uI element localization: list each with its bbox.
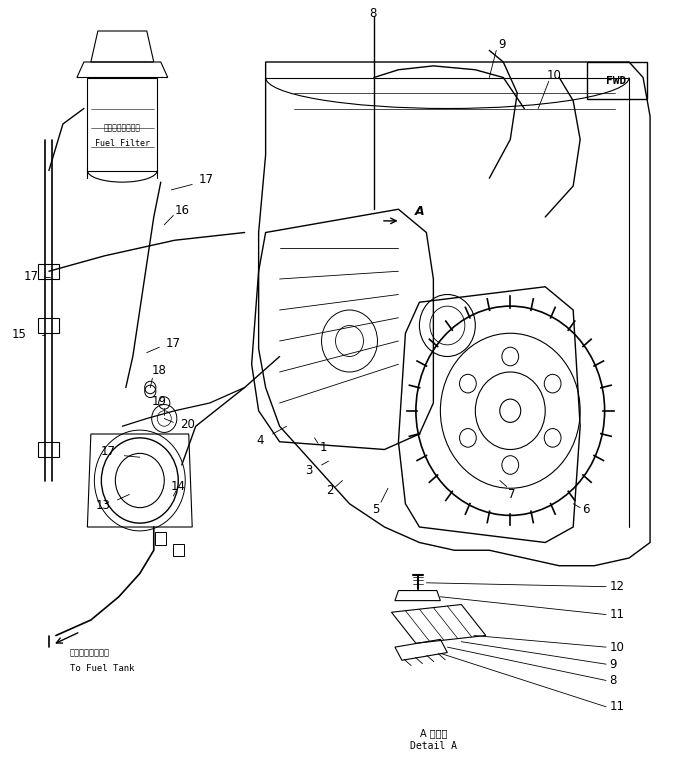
Text: Fuel Filter: Fuel Filter (95, 139, 150, 148)
Text: 10: 10 (610, 641, 624, 653)
Text: 14: 14 (171, 480, 186, 493)
Text: A: A (415, 205, 424, 219)
Text: 17: 17 (24, 270, 39, 283)
Text: 10: 10 (547, 69, 562, 81)
Text: 17: 17 (101, 445, 116, 457)
Text: 20: 20 (180, 418, 195, 431)
Text: 13: 13 (96, 499, 111, 512)
Text: 11: 11 (610, 608, 624, 621)
Text: 11: 11 (610, 701, 624, 713)
Text: 7: 7 (508, 488, 515, 501)
Text: 2: 2 (326, 484, 333, 497)
Text: 4: 4 (257, 434, 264, 446)
Text: フェエルフィルタ: フェエルフィルタ (104, 123, 140, 133)
Text: 17: 17 (199, 174, 214, 186)
Text: 15: 15 (12, 329, 27, 341)
Text: フェエルタンクへ: フェエルタンクへ (70, 649, 110, 658)
Text: 9: 9 (498, 38, 505, 50)
Text: 6: 6 (582, 503, 589, 515)
Text: 8: 8 (610, 674, 617, 687)
Text: 8: 8 (369, 7, 376, 19)
Text: Detail A: Detail A (410, 742, 457, 751)
Text: 19: 19 (152, 395, 167, 408)
Text: A 拡大図: A 拡大図 (419, 728, 447, 738)
Text: 17: 17 (166, 337, 181, 350)
Text: 16: 16 (174, 205, 189, 217)
Text: 1: 1 (319, 441, 326, 453)
Text: To Fuel Tank: To Fuel Tank (70, 663, 134, 673)
Text: 5: 5 (373, 503, 380, 515)
Text: 12: 12 (610, 580, 624, 593)
Text: 9: 9 (610, 658, 617, 670)
Text: 18: 18 (152, 364, 167, 377)
Text: 3: 3 (305, 464, 312, 477)
Text: FWD: FWD (607, 76, 626, 85)
